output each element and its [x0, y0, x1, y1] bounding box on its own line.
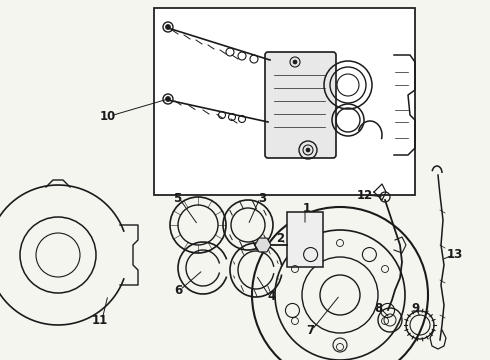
Bar [154, 8, 415, 195]
Circle shape [166, 24, 171, 30]
Text: 2: 2 [276, 231, 284, 244]
Text: 6: 6 [174, 284, 182, 297]
Text: 11: 11 [92, 314, 108, 327]
Text: 9: 9 [411, 302, 419, 315]
Text: 10: 10 [100, 109, 116, 122]
Circle shape [306, 148, 310, 152]
Text: 4: 4 [268, 291, 276, 303]
Text: 13: 13 [447, 248, 463, 261]
Bar [287, 212, 323, 267]
Text: 12: 12 [357, 189, 373, 202]
Text: 3: 3 [258, 192, 266, 204]
Text: 7: 7 [306, 324, 314, 337]
Circle shape [166, 96, 171, 102]
Circle shape [293, 60, 297, 64]
Text: 1: 1 [303, 202, 311, 215]
Text: 8: 8 [374, 302, 382, 315]
FancyBboxPatch shape [265, 52, 336, 158]
Text: 5: 5 [173, 192, 181, 204]
